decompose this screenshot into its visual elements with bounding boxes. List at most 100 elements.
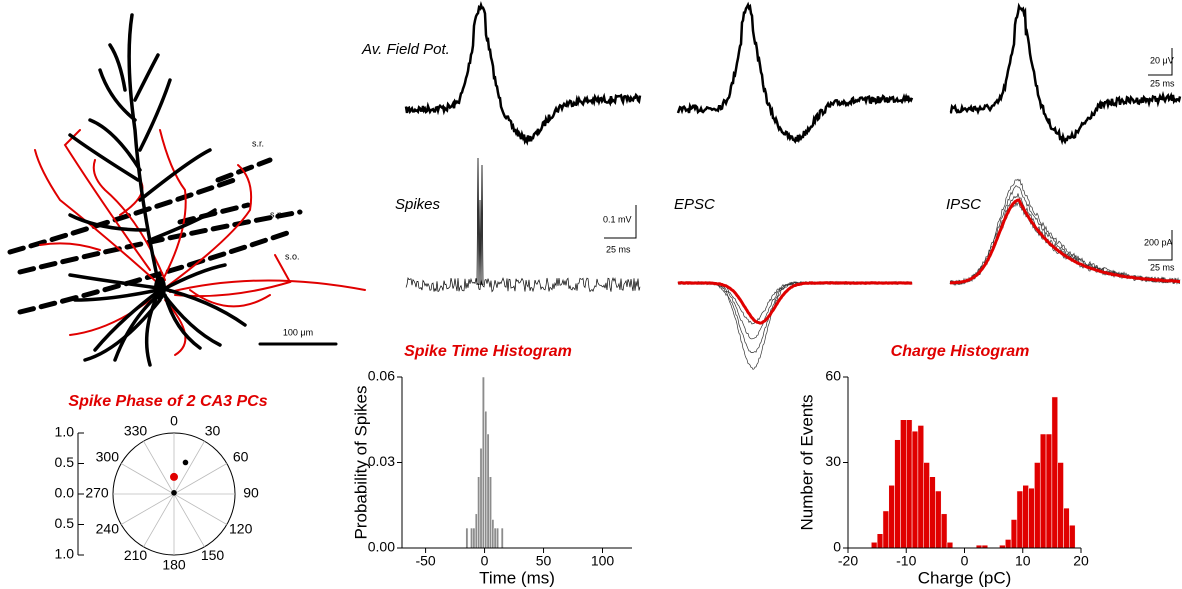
layer-label: s.o. xyxy=(285,251,300,261)
bar xyxy=(1028,487,1035,549)
scale-bar-label: 100 μm xyxy=(283,327,313,337)
bar xyxy=(500,527,504,549)
r-tick-label: 0.5 xyxy=(55,454,75,470)
r-tick-label: 0.0 xyxy=(55,485,75,501)
x-tick-label: 0 xyxy=(961,553,969,569)
y-tick-label: 0.03 xyxy=(368,453,395,469)
trace-label: IPSC xyxy=(946,196,981,213)
trace xyxy=(404,0,642,146)
traces xyxy=(404,0,1182,370)
bar xyxy=(484,410,488,549)
scale-label: 0.1 mV xyxy=(603,214,632,224)
y-tick-label: 0.00 xyxy=(368,539,395,555)
bar xyxy=(1005,539,1012,549)
layer-label: s.p. xyxy=(270,209,285,219)
x-tick-label: 0 xyxy=(481,553,489,569)
bar xyxy=(917,425,924,549)
trace xyxy=(949,185,1181,286)
r-tick-label: 1.0 xyxy=(55,424,75,440)
angle-tick-label: 210 xyxy=(124,547,148,563)
phase-point xyxy=(170,472,178,481)
y-axis-label: Probability of Spikes xyxy=(351,385,370,539)
phase-point xyxy=(171,489,177,496)
angle-grid-line xyxy=(173,493,205,548)
bar xyxy=(900,419,907,549)
angle-tick-label: 30 xyxy=(205,422,221,438)
bar xyxy=(472,527,476,549)
bar xyxy=(1039,433,1047,549)
bar xyxy=(470,527,474,549)
bar xyxy=(474,513,478,549)
x-tick-label: 100 xyxy=(591,553,615,569)
axis xyxy=(401,377,632,549)
chart-title: Charge Histogram xyxy=(891,343,1030,360)
bar xyxy=(491,519,495,549)
y-tick-label: 30 xyxy=(825,453,841,469)
angle-grid-line xyxy=(173,493,228,525)
angle-tick-label: 0 xyxy=(170,413,178,429)
trace xyxy=(405,276,641,293)
angle-grid-line xyxy=(143,440,175,495)
angle-grid-line xyxy=(120,493,175,525)
bar xyxy=(888,485,895,549)
trace xyxy=(676,1,914,145)
trace xyxy=(677,280,913,353)
x-axis-label: Charge (pC) xyxy=(918,568,1012,587)
bar xyxy=(911,430,919,549)
y-tick-label: 0 xyxy=(833,539,841,555)
bar xyxy=(1063,507,1070,549)
bar xyxy=(489,476,492,549)
trace xyxy=(949,2,1182,146)
neuron-morphology xyxy=(7,13,366,367)
trace-label: Spikes xyxy=(395,196,441,213)
bar xyxy=(882,510,890,549)
bar xyxy=(477,476,481,549)
bar xyxy=(493,527,497,549)
spike xyxy=(476,157,480,286)
bar xyxy=(1051,396,1058,549)
bar xyxy=(486,433,490,549)
angle-grid-line xyxy=(120,463,175,495)
angle-grid-line xyxy=(143,493,175,548)
chart-title: Spike Phase of 2 CA3 PCs xyxy=(68,393,267,410)
bar xyxy=(935,490,942,549)
scale-label: 25 ms xyxy=(1150,262,1175,272)
bar xyxy=(923,462,930,549)
x-tick-label: -10 xyxy=(896,553,916,569)
bar xyxy=(929,476,936,549)
angle-tick-label: 330 xyxy=(124,422,148,438)
bar xyxy=(1069,524,1076,549)
chart-title: Spike Time Histogram xyxy=(404,343,572,360)
angle-tick-label: 300 xyxy=(96,449,120,465)
x-tick-label: -20 xyxy=(838,553,858,569)
x-axis-label: Time (ms) xyxy=(479,568,555,587)
angle-tick-label: 90 xyxy=(243,485,259,501)
bar xyxy=(1034,462,1041,549)
x-tick-label: 10 xyxy=(1015,553,1031,569)
x-tick-label: 20 xyxy=(1073,553,1089,569)
trace xyxy=(949,178,1181,285)
bar xyxy=(1016,490,1023,549)
trace xyxy=(950,198,1180,285)
bar xyxy=(876,533,884,549)
scale-label: 25 ms xyxy=(606,244,631,254)
x-tick-label: 50 xyxy=(536,553,552,569)
bar xyxy=(894,439,901,549)
y-axis-label: Number of Events xyxy=(797,394,816,530)
r-tick-label: 1.0 xyxy=(55,546,75,562)
scale-bars xyxy=(604,48,1173,261)
bar xyxy=(1045,433,1053,549)
bar xyxy=(946,542,954,549)
trace xyxy=(677,281,913,325)
bar xyxy=(465,527,469,549)
trace xyxy=(677,280,913,370)
trace-label: Av. Field Pot. xyxy=(361,41,450,58)
scale-label: 200 pA xyxy=(1144,237,1173,247)
angle-tick-label: 60 xyxy=(233,449,249,465)
bar xyxy=(479,448,483,549)
angle-grid-line xyxy=(173,463,228,495)
trace xyxy=(677,280,913,340)
layer-label: s.r. xyxy=(252,138,264,148)
angle-tick-label: 240 xyxy=(96,521,120,537)
